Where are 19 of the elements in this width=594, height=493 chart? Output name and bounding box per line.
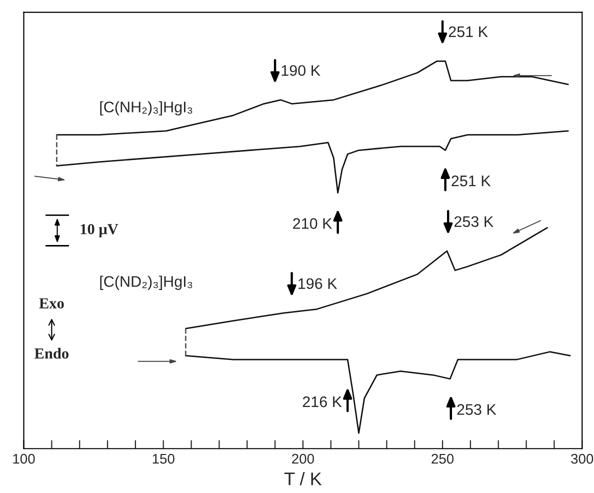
annotation: Exo bbox=[39, 298, 64, 308]
annotation: 253 K bbox=[457, 404, 496, 415]
annotation: [C(NH₂)₃]HgI₃ bbox=[100, 101, 192, 116]
annotation: 210 K bbox=[293, 218, 332, 229]
annotation: 190 K bbox=[282, 65, 320, 76]
x-tick-label: 100 bbox=[13, 454, 35, 464]
annotation: 253 K bbox=[454, 216, 494, 228]
x-axis-title: T / K bbox=[284, 472, 322, 486]
annotation: Endo bbox=[34, 348, 69, 359]
annotation: [C(ND₂)₃]HgI₃ bbox=[100, 276, 192, 290]
x-tick-label: 200 bbox=[292, 454, 314, 464]
annotation: 251 K bbox=[452, 176, 491, 186]
x-tick-label: 300 bbox=[571, 454, 594, 464]
annotation: 10 μV bbox=[80, 224, 118, 238]
annotation: 216 K bbox=[302, 396, 342, 408]
annotation: 251 K bbox=[448, 26, 488, 38]
annotation: 196 K bbox=[298, 278, 338, 290]
x-tick-label: 250 bbox=[432, 454, 454, 464]
x-tick-label: 150 bbox=[152, 454, 174, 464]
